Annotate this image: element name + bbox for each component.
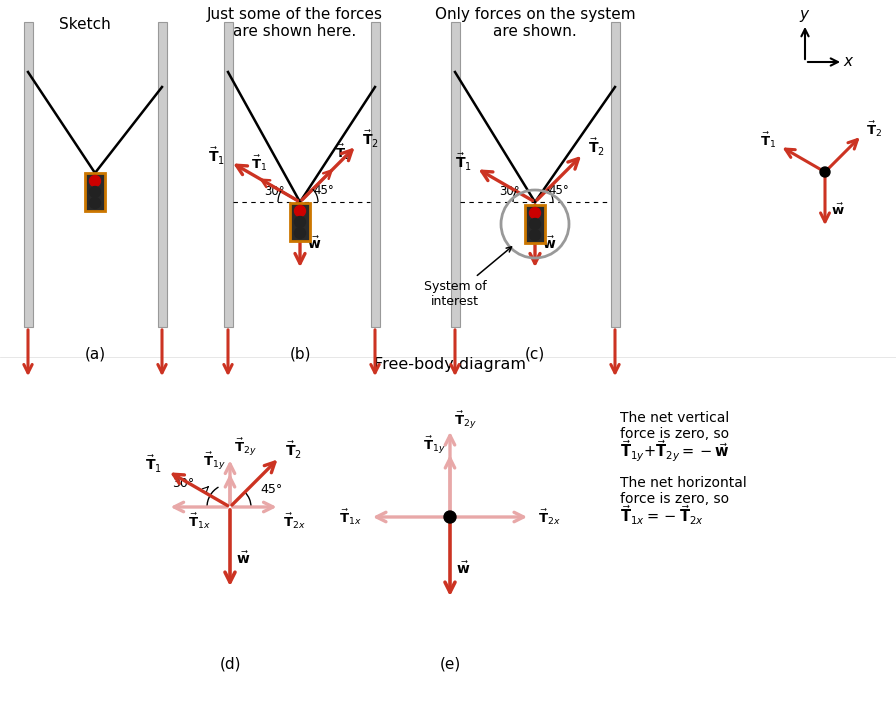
Text: The net horizontal: The net horizontal — [620, 476, 746, 490]
Text: $\vec{\mathbf{T}}_{1x}$: $\vec{\mathbf{T}}_{1x}$ — [187, 511, 211, 531]
Circle shape — [530, 230, 540, 241]
Bar — [223, 22, 232, 327]
Circle shape — [530, 208, 540, 218]
Circle shape — [90, 197, 100, 208]
Circle shape — [295, 206, 306, 216]
Text: 30°: 30° — [172, 477, 194, 490]
Text: $\vec{\mathbf{T}}_{2}$: $\vec{\mathbf{T}}_{2}$ — [362, 129, 379, 150]
Bar — [610, 22, 619, 327]
Bar — [371, 22, 380, 327]
Text: 30°: 30° — [263, 185, 284, 198]
Text: $\vec{\mathbf{T}}_{1}$: $\vec{\mathbf{T}}_{1}$ — [454, 152, 471, 173]
Text: $\vec{\mathbf{T}}_{1x}$: $\vec{\mathbf{T}}_{1x}$ — [340, 508, 362, 526]
Circle shape — [295, 227, 306, 239]
Text: $\vec{\mathbf{w}}$: $\vec{\mathbf{w}}$ — [306, 236, 321, 252]
Text: Sketch: Sketch — [59, 17, 111, 32]
Text: force is zero, so: force is zero, so — [620, 427, 729, 441]
Bar — [451, 22, 460, 327]
Text: $\it{x}$: $\it{x}$ — [843, 55, 855, 69]
Text: Just some of the forces
are shown here.: Just some of the forces are shown here. — [207, 7, 383, 39]
Text: $\vec{\mathbf{T}}_{1y}$$+$$\vec{\mathbf{T}}_{2y}$$=-\vec{\mathbf{w}}$: $\vec{\mathbf{T}}_{1y}$$+$$\vec{\mathbf{… — [620, 438, 729, 464]
Bar — [23, 22, 32, 327]
Text: $\vec{\mathbf{T}}_{2y}$: $\vec{\mathbf{T}}_{2y}$ — [234, 437, 256, 458]
Text: $\vec{\mathbf{T}}_{1}$: $\vec{\mathbf{T}}_{1}$ — [145, 453, 162, 475]
Text: The net vertical: The net vertical — [620, 411, 729, 425]
Text: $\vec{\mathbf{T}}_{1}$: $\vec{\mathbf{T}}_{1}$ — [251, 153, 267, 173]
Text: $\vec{\mathbf{T}}_{1y}$: $\vec{\mathbf{T}}_{1y}$ — [424, 435, 446, 456]
Text: 45°: 45° — [260, 483, 282, 496]
Text: (c): (c) — [525, 347, 545, 362]
Text: 45°: 45° — [548, 184, 569, 197]
Text: $\vec{\mathbf{T}}_{1}$: $\vec{\mathbf{T}}_{1}$ — [760, 131, 776, 150]
Text: (d): (d) — [220, 656, 241, 672]
Text: (b): (b) — [289, 347, 311, 362]
Text: $\vec{\mathbf{T}}_{2}$: $\vec{\mathbf{T}}_{2}$ — [335, 143, 351, 162]
Text: Free-body diagram: Free-body diagram — [374, 357, 526, 371]
Text: force is zero, so: force is zero, so — [620, 492, 729, 506]
Text: $\vec{\mathbf{T}}_{2x}$: $\vec{\mathbf{T}}_{2x}$ — [538, 508, 561, 526]
Text: $\vec{\mathbf{T}}_{2}$: $\vec{\mathbf{T}}_{2}$ — [866, 119, 882, 139]
Text: $\vec{\mathbf{T}}_{2x}$: $\vec{\mathbf{T}}_{2x}$ — [283, 511, 306, 531]
Text: $\vec{\mathbf{T}}_{1}$: $\vec{\mathbf{T}}_{1}$ — [208, 145, 225, 166]
Text: 30°: 30° — [499, 185, 520, 198]
Text: $\vec{\mathbf{w}}$: $\vec{\mathbf{w}}$ — [236, 550, 250, 567]
Circle shape — [90, 187, 100, 197]
Bar — [525, 205, 545, 243]
Text: $\vec{\mathbf{w}}$: $\vec{\mathbf{w}}$ — [831, 202, 845, 218]
Text: $\vec{\mathbf{T}}_{2}$: $\vec{\mathbf{T}}_{2}$ — [588, 138, 605, 159]
Text: System of
interest: System of interest — [424, 247, 512, 308]
Bar — [290, 203, 310, 241]
Bar — [158, 22, 167, 327]
Text: $\vec{\mathbf{T}}_{1x}$$=-\vec{\mathbf{T}}_{2x}$: $\vec{\mathbf{T}}_{1x}$$=-\vec{\mathbf{T… — [620, 503, 704, 526]
Circle shape — [530, 218, 540, 230]
Bar — [85, 173, 105, 211]
Text: (a): (a) — [84, 347, 106, 362]
Text: $\it{y}$: $\it{y}$ — [799, 8, 811, 24]
Text: Only forces on the system
are shown.: Only forces on the system are shown. — [435, 7, 635, 39]
Text: $\vec{\mathbf{T}}_{1y}$: $\vec{\mathbf{T}}_{1y}$ — [203, 450, 226, 472]
Text: 45°: 45° — [314, 184, 334, 197]
Circle shape — [90, 176, 100, 187]
Text: (e): (e) — [439, 656, 461, 672]
Text: $\vec{\mathbf{T}}_{2}$: $\vec{\mathbf{T}}_{2}$ — [285, 440, 302, 461]
Circle shape — [295, 216, 306, 227]
Circle shape — [820, 167, 830, 177]
Text: $\vec{\mathbf{w}}$: $\vec{\mathbf{w}}$ — [542, 236, 556, 252]
Text: $\vec{\mathbf{T}}_{2y}$: $\vec{\mathbf{T}}_{2y}$ — [454, 409, 477, 430]
Circle shape — [444, 511, 456, 523]
Text: $\vec{\mathbf{w}}$: $\vec{\mathbf{w}}$ — [456, 561, 470, 577]
